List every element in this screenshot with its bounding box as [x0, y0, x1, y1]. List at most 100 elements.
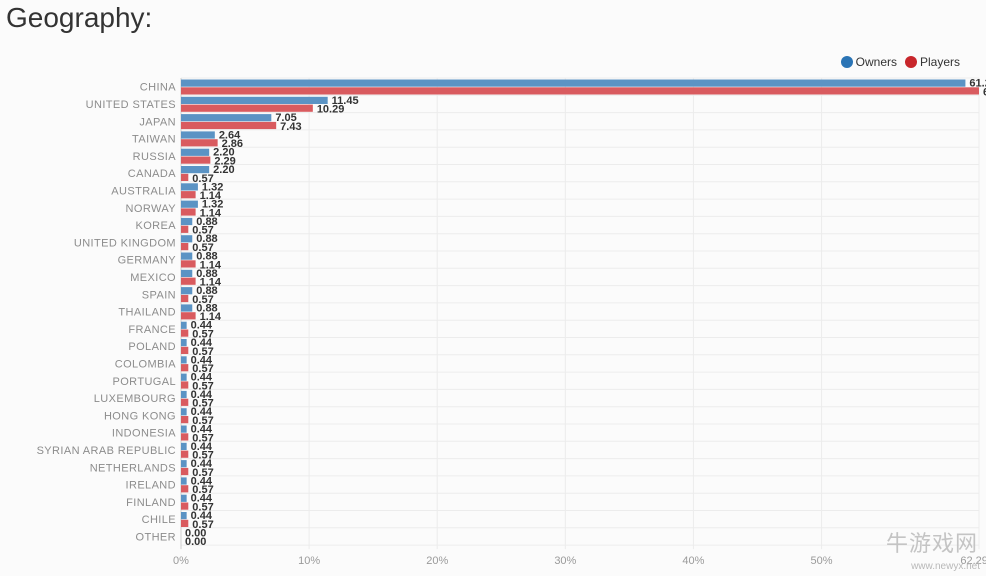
- data-label-owners: 2.20: [213, 147, 234, 159]
- legend-item-owners[interactable]: Owners: [840, 55, 897, 69]
- data-label-owners: 0.88: [196, 216, 217, 228]
- bar-players: [181, 156, 211, 164]
- data-label-players: 0.00: [185, 536, 206, 548]
- bar-owners: [181, 494, 187, 502]
- category-label: NORWAY: [126, 203, 177, 215]
- category-label: NETHERLANDS: [90, 462, 176, 474]
- data-label-players: 1.14: [200, 277, 222, 289]
- data-label-owners: 7.05: [275, 112, 296, 124]
- category-label: MEXICO: [130, 272, 176, 284]
- bar-owners: [181, 390, 187, 399]
- bar-owners: [181, 442, 187, 450]
- data-label-owners: 0.44: [191, 424, 213, 436]
- bar-players: [181, 364, 189, 372]
- data-label-players: 2.29: [214, 156, 235, 168]
- data-label-players: 0.57: [192, 519, 213, 531]
- category-label: POLAND: [128, 341, 176, 353]
- bar-owners: [181, 339, 187, 347]
- bar-owners: [181, 321, 187, 329]
- bar-owners: [181, 166, 210, 174]
- category-label: HONG KONG: [104, 410, 176, 422]
- data-label-players: 0.57: [192, 294, 213, 306]
- data-label-owners: 2.64: [219, 129, 241, 141]
- data-label-players: 0.57: [192, 398, 213, 410]
- data-label-owners: 1.32: [202, 181, 223, 193]
- data-label-players: 0.57: [192, 432, 213, 444]
- data-label-owners: 1.32: [202, 199, 223, 211]
- category-label: FRANCE: [128, 324, 176, 336]
- bar-players: [181, 467, 189, 476]
- bar-players: [181, 139, 218, 147]
- data-label-players: 0.57: [192, 467, 213, 479]
- data-label-players: 0.57: [192, 502, 213, 514]
- category-label: SPAIN: [142, 289, 176, 301]
- x-tick-label: 30%: [554, 555, 576, 567]
- category-label: RUSSIA: [133, 151, 177, 163]
- bar-owners: [181, 79, 966, 87]
- bar-players: [181, 87, 979, 95]
- x-tick-label: 40%: [682, 555, 704, 567]
- bar-players: [181, 381, 189, 389]
- data-label-owners: 0.44: [191, 475, 213, 487]
- bar-owners: [181, 304, 193, 312]
- category-label: KOREA: [135, 220, 176, 232]
- x-tick-label: 0%: [173, 555, 189, 567]
- category-label: THAILAND: [118, 307, 176, 319]
- data-label-owners: 0.44: [191, 510, 213, 522]
- bar-owners: [181, 287, 193, 295]
- bar-players: [181, 398, 189, 406]
- bar-players: [181, 485, 189, 493]
- x-tick-label: 10%: [298, 555, 320, 567]
- bar-owners: [181, 183, 198, 191]
- category-label: CHILE: [142, 514, 176, 526]
- category-label: PORTUGAL: [112, 376, 176, 388]
- bar-owners: [181, 96, 328, 104]
- bar-owners: [181, 200, 198, 208]
- data-label-players: 0.57: [192, 173, 213, 185]
- legend-item-players[interactable]: Players: [904, 55, 960, 69]
- bar-owners: [181, 460, 187, 468]
- category-label: CHINA: [140, 82, 176, 94]
- data-label-players: 0.57: [192, 242, 213, 254]
- category-label: TAIWAN: [132, 134, 176, 146]
- bar-players: [181, 329, 189, 337]
- data-label-owners: 0.88: [196, 233, 217, 245]
- data-label-owners: 0.44: [191, 372, 213, 384]
- data-label-players: 0.57: [192, 450, 213, 462]
- bar-owners: [181, 269, 193, 277]
- players-swatch-icon: [904, 56, 917, 68]
- data-label-players: 0.57: [192, 225, 213, 237]
- category-label: CANADA: [128, 168, 177, 180]
- data-label-players: 62.29: [983, 86, 986, 98]
- data-label-owners: 0.44: [191, 441, 213, 453]
- bar-players: [181, 104, 313, 112]
- data-label-players: 0.57: [192, 363, 213, 375]
- bar-players: [181, 173, 189, 181]
- bar-players: [181, 121, 277, 130]
- data-label-owners: 0.44: [191, 337, 213, 349]
- legend-label-players: Players: [919, 55, 960, 69]
- bar-players: [181, 208, 196, 216]
- bar-owners: [181, 131, 215, 139]
- data-label-owners: 0.44: [191, 458, 213, 470]
- category-label: JAPAN: [139, 116, 176, 128]
- bar-owners: [181, 408, 187, 416]
- category-label: AUSTRALIA: [111, 185, 176, 197]
- category-label: COLOMBIA: [115, 358, 177, 370]
- legend-label-owners: Owners: [855, 55, 897, 69]
- data-label-owners: 0.88: [196, 302, 217, 314]
- category-label: IRELAND: [126, 480, 176, 492]
- category-label: OTHER: [136, 531, 177, 543]
- category-label: LUXEMBOURG: [94, 393, 176, 405]
- watermark-url: www.newyx.net: [911, 561, 980, 572]
- data-label-owners: 0.44: [191, 320, 213, 332]
- bar-owners: [181, 148, 210, 156]
- bar-owners: [181, 356, 187, 364]
- bar-owners: [181, 114, 272, 122]
- data-label-players: 1.14: [200, 190, 222, 202]
- bar-players: [181, 312, 196, 320]
- category-label: UNITED KINGDOM: [74, 237, 176, 249]
- bar-owners: [181, 217, 193, 226]
- x-tick-label: 50%: [811, 555, 833, 567]
